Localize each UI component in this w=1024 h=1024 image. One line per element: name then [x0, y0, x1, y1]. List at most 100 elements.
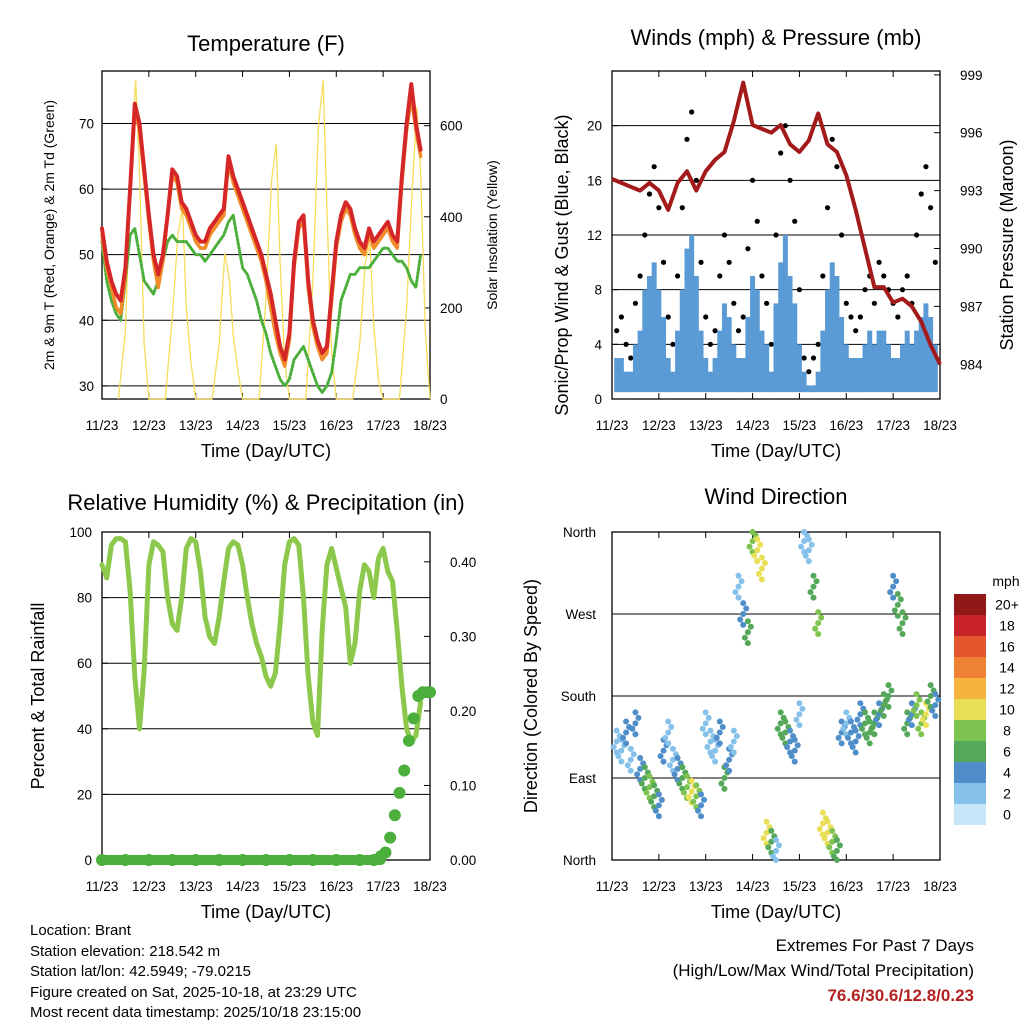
x-tick-label: 18/23 [413, 418, 447, 433]
precip-point [388, 809, 401, 822]
humidity-line [99, 536, 424, 745]
direction-point [660, 747, 667, 754]
gust-point [679, 205, 685, 211]
gust-point [632, 300, 639, 306]
direction-point [721, 785, 728, 792]
colorbar-tick-label: 6 [1003, 744, 1011, 760]
direction-point [770, 853, 776, 860]
gust-point [853, 328, 859, 334]
direction-point [819, 820, 826, 827]
gust-point [810, 355, 817, 361]
direction-point [623, 729, 630, 736]
direction-point [674, 754, 681, 761]
gust-point [726, 259, 732, 265]
gust-point [614, 328, 620, 334]
direction-point [716, 740, 723, 747]
direction-point [713, 734, 720, 741]
direction-point [799, 705, 806, 712]
y-tick-label: 20 [587, 119, 602, 134]
gust-point [848, 314, 854, 320]
direction-point [655, 813, 662, 820]
dewpoint-line [100, 213, 423, 394]
direction-point [788, 753, 795, 760]
gust-point [862, 287, 868, 293]
direction-point [844, 734, 851, 741]
solar-insolation-line [117, 80, 431, 400]
x-tick-label: 18/23 [413, 879, 447, 894]
direction-point [627, 756, 634, 763]
y2-tick-label: 600 [440, 119, 463, 134]
x-axis-label: Time (Day/UTC) [201, 902, 331, 922]
y2-tick-label: 990 [960, 242, 983, 257]
direction-point [679, 764, 686, 771]
direction-point [641, 764, 648, 771]
y-tick-label: 60 [77, 656, 92, 671]
latlon-text: Station lat/lon: 42.5949; -79.0215 [30, 963, 252, 980]
direction-point [927, 682, 934, 689]
direction-point [643, 789, 650, 796]
direction-point [744, 640, 751, 647]
gust-point [928, 205, 934, 211]
y-tick-label: 80 [77, 591, 92, 606]
colorbar-swatch [954, 657, 986, 678]
direction-point [632, 720, 639, 727]
direction-point [735, 594, 742, 601]
direction-point [735, 583, 742, 590]
x-tick-label: 13/23 [179, 418, 213, 433]
direction-point [646, 784, 653, 791]
direction-point [840, 725, 847, 732]
direction-point [613, 727, 620, 734]
gust-point [787, 177, 793, 183]
direction-point [791, 736, 798, 743]
direction-point [774, 725, 781, 732]
x-tick-label: 12/23 [132, 418, 166, 433]
x-tick-label: 15/23 [783, 418, 817, 433]
direction-point [918, 731, 925, 738]
direction-point [835, 734, 842, 741]
direction-point [718, 780, 725, 787]
direction-point [733, 733, 740, 740]
direction-point [815, 620, 822, 627]
direction-point [885, 682, 892, 689]
extremes-title: Extremes For Past 7 Days [775, 936, 974, 955]
direction-point [866, 718, 873, 725]
direction-point [924, 698, 931, 705]
precip-point [402, 734, 415, 747]
direction-point [683, 784, 690, 791]
direction-point [723, 762, 730, 769]
y-tick-label: 8 [594, 283, 602, 298]
direction-point [784, 744, 791, 751]
direction-point [688, 788, 695, 795]
direction-point [669, 745, 676, 752]
direction-point [669, 756, 676, 763]
gust-point [881, 273, 887, 279]
direction-point [913, 702, 920, 709]
direction-point [876, 700, 883, 707]
gust-point [731, 300, 737, 306]
direction-point [805, 558, 812, 565]
direction-point [618, 747, 625, 754]
direction-point [852, 727, 859, 734]
direction-point [915, 725, 922, 732]
direction-point [880, 691, 887, 698]
gust-point [689, 109, 695, 115]
y-tick-label: 30 [79, 379, 94, 394]
x-tick-label: 18/23 [923, 879, 957, 894]
y2-tick-label: 0.30 [450, 629, 476, 644]
direction-point [702, 720, 709, 727]
direction-point [868, 725, 875, 732]
direction-point [768, 827, 775, 834]
direction-point [730, 738, 737, 745]
y-tick-label: 0 [84, 853, 92, 868]
gust-point [665, 314, 671, 320]
direction-point [637, 765, 644, 772]
direction-point [726, 767, 733, 774]
direction-point [680, 789, 687, 796]
recent-text: Most recent data timestamp: 2025/10/18 2… [30, 1004, 362, 1021]
extremes-values: 76.6/30.6/12.8/0.23 [827, 986, 974, 1005]
direction-point [693, 782, 700, 789]
direction-point [922, 722, 929, 729]
colorbar-tick-label: 4 [1003, 765, 1011, 781]
gust-point [651, 164, 657, 170]
colorbar-swatch [954, 678, 986, 699]
